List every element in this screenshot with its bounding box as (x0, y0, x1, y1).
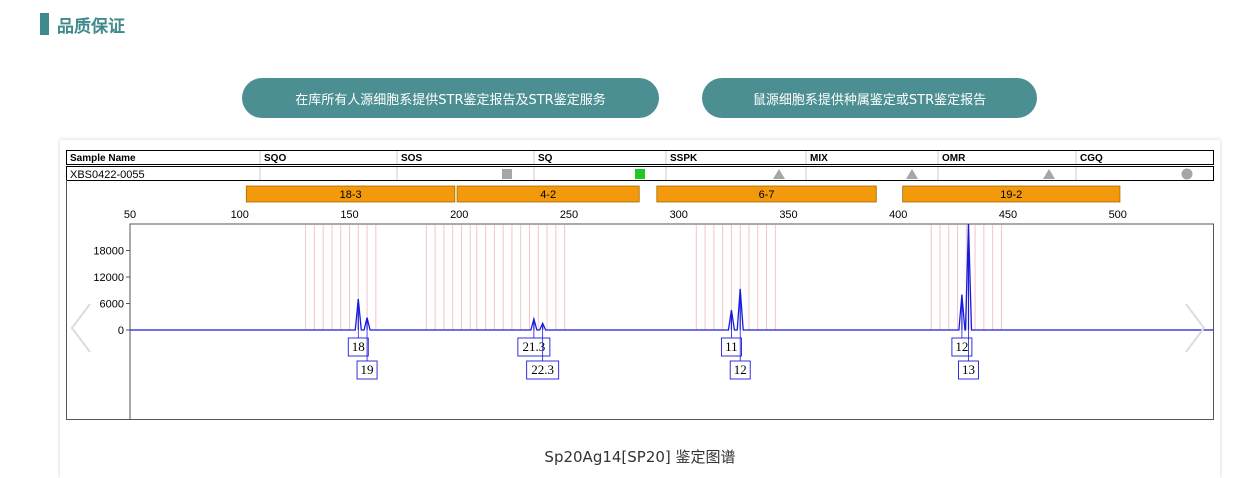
locus-bar-4-2 (456, 185, 640, 203)
x-tick-label-400: 400 (889, 209, 907, 221)
table-header-sspk: SSPK (670, 153, 698, 164)
x-tick-label-200: 200 (450, 209, 468, 221)
peak-label-21.3: 21.3 (523, 339, 546, 354)
table-header-mix: MIX (810, 153, 828, 164)
locus-label-18-3: 18-3 (340, 189, 362, 201)
locus-label-4-2: 4-2 (540, 189, 556, 201)
human-str-button[interactable]: 在库所有人源细胞系提供STR鉴定报告及STR鉴定服务 (242, 78, 659, 118)
table-header-sq: SQ (538, 153, 553, 164)
x-tick-label-100: 100 (231, 209, 249, 221)
str-electropherogram: Sample Name SQO SOS SQ SSPK MIX OMR CGQ XBS0422-… (66, 150, 1214, 420)
x-tick-label-450: 450 (999, 209, 1017, 221)
peak-label-13: 13 (962, 362, 975, 377)
marker-circle-cgq (1181, 168, 1193, 180)
marker-triangle-omr (1043, 169, 1055, 179)
peak-label-12: 12 (955, 339, 968, 354)
trace-line (130, 223, 1213, 331)
marker-triangle-sspk (773, 169, 785, 179)
table-header-sos: SOS (401, 153, 422, 164)
table-header-sqo: SQO (264, 153, 286, 164)
locus-label-19-2: 19-2 (1000, 189, 1022, 201)
peak-label-box (526, 360, 560, 380)
peak-label-18: 18 (352, 339, 365, 354)
chart-caption: Sp20Ag14[SP20] 鉴定图谱 (544, 448, 736, 466)
y-tick-label-6000: 6000 (100, 299, 124, 311)
x-tick-label-350: 350 (779, 209, 797, 221)
peak-label-22.3: 22.3 (531, 362, 554, 377)
next-arrow-icon[interactable] (1182, 300, 1208, 356)
locus-label-6-7: 6-7 (759, 189, 775, 201)
sample-name: XBS0422-0055 (70, 169, 145, 181)
x-tick-label-500: 500 (1109, 209, 1127, 221)
x-tick-label-150: 150 (340, 209, 358, 221)
peak-label-12: 12 (734, 362, 747, 377)
x-tick-label-50: 50 (124, 209, 136, 221)
table-header-sample-name: Sample Name (70, 153, 136, 164)
y-tick-label-12000: 12000 (93, 272, 124, 284)
peak-label-11: 11 (725, 339, 738, 354)
plot-frame (129, 223, 1214, 420)
x-tick-label-300: 300 (670, 209, 688, 221)
table-header-omr: OMR (942, 153, 966, 164)
locus-bar-19-2 (902, 185, 1121, 203)
peak-label-box (347, 337, 369, 357)
section-title: 品质保证 (57, 16, 125, 37)
peak-label-box (356, 360, 378, 380)
str-report-card: Sample Name SQO SOS SQ SSPK MIX OMR CGQ XBS0422-… (60, 140, 1220, 478)
section-header: 品质保证 (40, 12, 125, 37)
marker-triangle-mix (906, 169, 918, 179)
peak-label-19: 19 (361, 362, 374, 377)
marker-square-sq (635, 169, 645, 179)
peak-label-box (951, 337, 973, 357)
y-tick-label-18000: 18000 (93, 246, 124, 258)
marker-square-sos (502, 169, 512, 179)
str-chart-area: Sample Name SQO SOS SQ SSPK MIX OMR CGQ XBS0422-… (66, 150, 1214, 420)
section-accent-bar (40, 13, 49, 35)
locus-bar-18-3 (245, 185, 456, 203)
peak-label-box (517, 337, 551, 357)
prev-arrow-icon[interactable] (68, 300, 94, 356)
peak-label-box (729, 360, 751, 380)
x-tick-label-250: 250 (560, 209, 578, 221)
locus-bar-6-7 (656, 185, 877, 203)
table-header-cgq: CGQ (1080, 153, 1103, 164)
peak-label-box (720, 337, 742, 357)
y-tick-label-0: 0 (118, 325, 124, 337)
table-header-row (66, 150, 1214, 165)
peak-label-box (958, 360, 979, 380)
mouse-str-button[interactable]: 鼠源细胞系提供种属鉴定或STR鉴定报告 (702, 78, 1037, 118)
